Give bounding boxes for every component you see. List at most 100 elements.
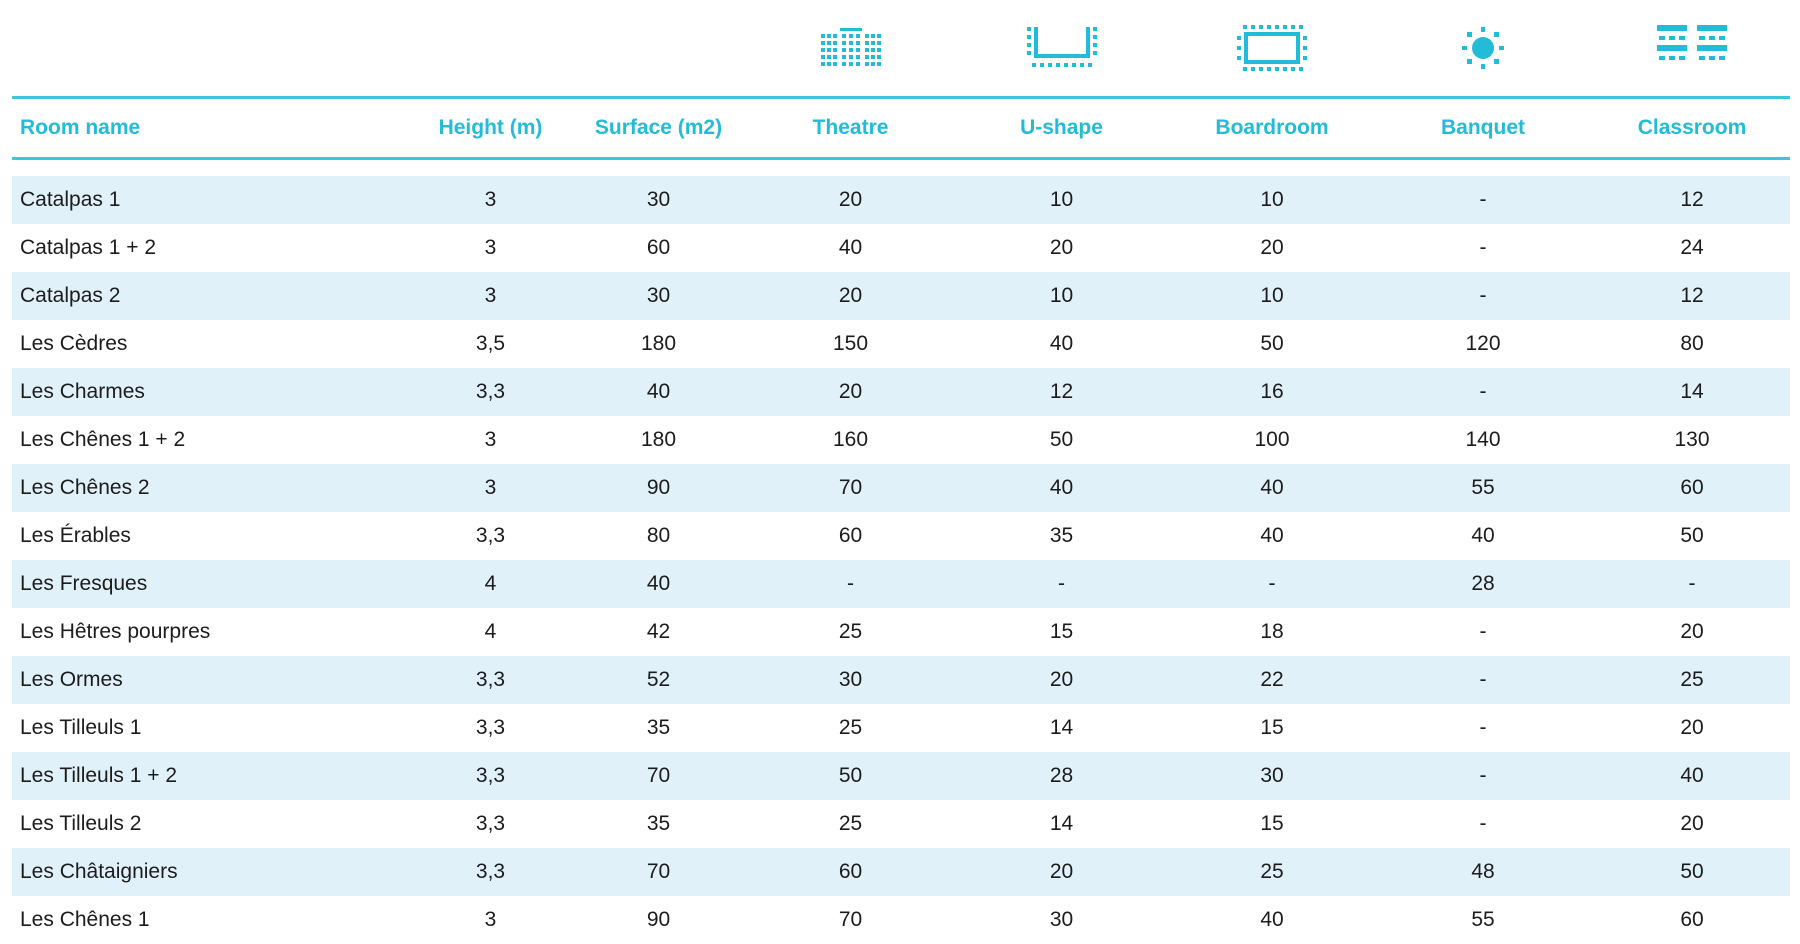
- cell-boardroom: 10: [1260, 284, 1284, 307]
- cell-surface: 180: [640, 428, 677, 451]
- cell-room-name: Les Tilleuls 2: [20, 812, 142, 835]
- cell-surface: 40: [646, 380, 671, 403]
- cell-room-name: Les Chênes 1 + 2: [20, 428, 186, 451]
- cell-theatre: 25: [838, 620, 863, 643]
- cell-banquet: -: [1479, 668, 1487, 691]
- column-header-theatre: Theatre: [812, 116, 889, 139]
- header-spacer: [12, 160, 1790, 176]
- cell-classroom: 12: [1680, 188, 1704, 211]
- table-body: Catalpas 1 3 30 20 10 10 - 12 Catalpas 1…: [12, 176, 1790, 944]
- cell-theatre: 25: [838, 716, 863, 739]
- cell-room-name: Les Tilleuls 1: [20, 716, 142, 739]
- cell-classroom: 60: [1680, 476, 1704, 499]
- cell-height: 3: [484, 428, 497, 451]
- cell-room-name: Les Châtaigniers: [20, 860, 178, 883]
- cell-surface: 90: [646, 908, 671, 931]
- cell-surface: 30: [646, 188, 671, 211]
- cell-boardroom: 40: [1260, 524, 1284, 547]
- cell-boardroom: 50: [1260, 332, 1284, 355]
- cell-u-shape: -: [1058, 572, 1065, 595]
- cell-theatre: 60: [838, 524, 863, 547]
- column-header-height: Height (m): [438, 116, 543, 139]
- cell-surface: 35: [646, 812, 671, 835]
- cell-room-name: Les Ormes: [20, 668, 123, 691]
- cell-u-shape: 28: [1049, 764, 1074, 787]
- cell-height: 3: [484, 236, 497, 259]
- cell-banquet: 55: [1471, 476, 1495, 499]
- cell-height: 3,3: [475, 764, 506, 787]
- cell-room-name: Catalpas 2: [20, 284, 121, 307]
- theatre-seating-icon: [750, 0, 951, 96]
- cell-theatre: 40: [838, 236, 863, 259]
- cell-classroom: 20: [1680, 812, 1704, 835]
- cell-u-shape: 40: [1049, 476, 1074, 499]
- cell-height: 3,3: [475, 716, 506, 739]
- cell-theatre: 25: [838, 812, 863, 835]
- cell-banquet: -: [1479, 284, 1487, 307]
- cell-height: 3: [484, 908, 497, 931]
- cell-u-shape: 35: [1049, 524, 1074, 547]
- cell-u-shape: 12: [1049, 380, 1074, 403]
- cell-banquet: 140: [1465, 428, 1501, 451]
- cell-boardroom: 15: [1260, 716, 1284, 739]
- cell-banquet: 40: [1471, 524, 1495, 547]
- cell-banquet: -: [1479, 620, 1487, 643]
- cell-classroom: 25: [1680, 668, 1704, 691]
- u-shape-seating-icon: [951, 0, 1172, 96]
- header-row: Room name Height (m) Surface (m2) Theatr…: [12, 99, 1790, 157]
- cell-banquet: -: [1479, 812, 1487, 835]
- cell-height: 4: [484, 572, 497, 595]
- table-row: Catalpas 1 + 2 3 60 40 20 20 - 24: [12, 224, 1790, 272]
- cell-height: 3,5: [475, 332, 506, 355]
- cell-u-shape: 14: [1049, 812, 1074, 835]
- cell-classroom: 24: [1680, 236, 1704, 259]
- cell-surface: 30: [646, 284, 671, 307]
- cell-theatre: 30: [838, 668, 863, 691]
- cell-u-shape: 15: [1049, 620, 1074, 643]
- cell-theatre: 150: [832, 332, 869, 355]
- table-row: Les Chênes 1 + 2 3 180 160 50 100 140 13…: [12, 416, 1790, 464]
- cell-theatre: 60: [838, 860, 863, 883]
- cell-theatre: 70: [838, 476, 863, 499]
- cell-classroom: 50: [1680, 860, 1704, 883]
- cell-height: 4: [484, 620, 497, 643]
- cell-classroom: 12: [1680, 284, 1704, 307]
- cell-room-name: Les Fresques: [20, 572, 148, 595]
- cell-boardroom: 15: [1260, 812, 1284, 835]
- cell-height: 3,3: [475, 860, 506, 883]
- cell-room-name: Les Chênes 2: [20, 476, 150, 499]
- cell-u-shape: 40: [1049, 332, 1074, 355]
- cell-theatre: 160: [832, 428, 869, 451]
- cell-height: 3: [484, 284, 497, 307]
- cell-boardroom: 40: [1260, 908, 1284, 931]
- column-header-boardroom: Boardroom: [1215, 116, 1329, 139]
- cell-room-name: Les Hêtres pourpres: [20, 620, 211, 643]
- cell-room-name: Catalpas 1 + 2: [20, 236, 157, 259]
- cell-boardroom: 20: [1260, 236, 1284, 259]
- table-row: Les Tilleuls 1 + 2 3,3 70 50 28 30 - 40: [12, 752, 1790, 800]
- cell-classroom: 80: [1680, 332, 1704, 355]
- cell-banquet: 28: [1471, 572, 1495, 595]
- cell-room-name: Catalpas 1: [20, 188, 121, 211]
- cell-u-shape: 30: [1049, 908, 1074, 931]
- table-row: Les Châtaigniers 3,3 70 60 20 25 48 50: [12, 848, 1790, 896]
- cell-height: 3: [484, 476, 497, 499]
- cell-surface: 80: [646, 524, 671, 547]
- cell-banquet: 48: [1471, 860, 1495, 883]
- cell-banquet: -: [1479, 380, 1487, 403]
- column-header-room-name: Room name: [20, 116, 141, 139]
- cell-u-shape: 20: [1049, 668, 1074, 691]
- cell-u-shape: 20: [1049, 860, 1074, 883]
- cell-room-name: Les Tilleuls 1 + 2: [20, 764, 178, 787]
- cell-surface: 40: [646, 572, 671, 595]
- cell-banquet: -: [1479, 716, 1487, 739]
- cell-room-name: Les Cèdres: [20, 332, 128, 355]
- cell-room-name: Les Charmes: [20, 380, 145, 403]
- column-header-surface: Surface (m2): [594, 116, 723, 139]
- table-row: Les Hêtres pourpres 4 42 25 15 18 - 20: [12, 608, 1790, 656]
- cell-banquet: 55: [1471, 908, 1495, 931]
- cell-u-shape: 10: [1049, 284, 1074, 307]
- cell-classroom: 130: [1674, 428, 1710, 451]
- cell-height: 3,3: [475, 812, 506, 835]
- cell-u-shape: 20: [1049, 236, 1074, 259]
